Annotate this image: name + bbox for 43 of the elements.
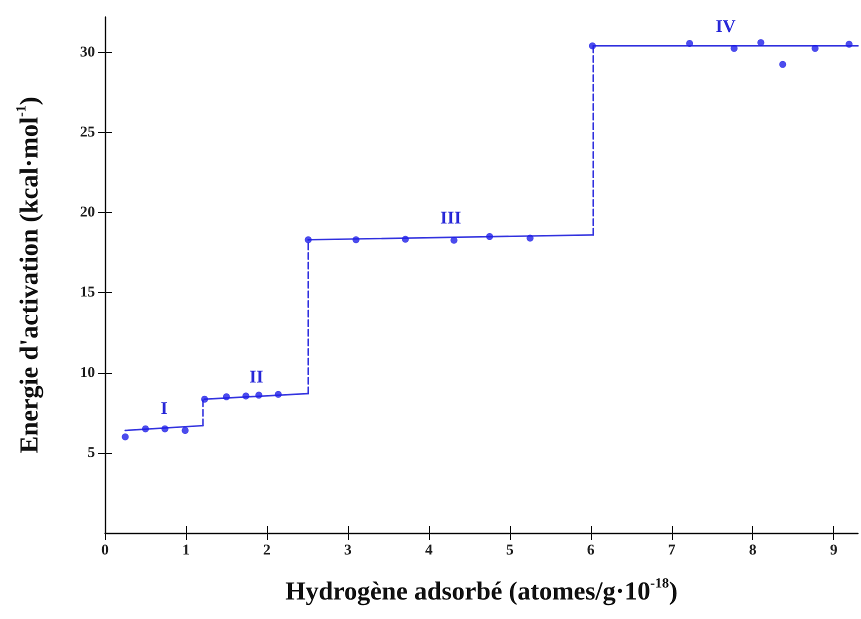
y-axis-title: Energie d'activation (kcal·mol-1) xyxy=(14,96,44,454)
x-tick-label: 2 xyxy=(263,542,271,558)
x-tick-label: 1 xyxy=(182,542,190,558)
point xyxy=(222,393,230,400)
x-tick-label: 9 xyxy=(830,542,838,558)
point xyxy=(304,236,312,244)
point xyxy=(588,42,596,50)
x-tick-label: 3 xyxy=(344,542,352,558)
y-tick-label: 25 xyxy=(80,124,95,140)
point xyxy=(812,44,819,52)
point xyxy=(161,425,168,432)
x-tick-label: 5 xyxy=(506,542,514,558)
x-tick-label: 0 xyxy=(101,542,109,558)
y-tick-label: 20 xyxy=(80,204,95,221)
point xyxy=(846,40,853,48)
point xyxy=(142,425,149,432)
point xyxy=(352,236,360,244)
point xyxy=(255,392,262,399)
x-tick-label: 8 xyxy=(748,542,756,558)
point xyxy=(779,60,786,68)
point xyxy=(274,390,282,398)
point xyxy=(122,433,129,440)
point xyxy=(757,39,764,46)
x-tick-label: 6 xyxy=(587,542,596,558)
point xyxy=(686,40,694,47)
point xyxy=(182,426,189,434)
point xyxy=(402,236,409,243)
y-tick-label: 5 xyxy=(88,444,95,461)
x-tick-label: 4 xyxy=(425,542,434,558)
annotation: II xyxy=(249,366,264,386)
annotation: I xyxy=(160,398,168,418)
annotation: III xyxy=(440,207,462,228)
x-tick-label: 7 xyxy=(668,542,676,558)
point xyxy=(730,44,738,52)
y-tick-label: 30 xyxy=(80,44,95,60)
point xyxy=(486,233,494,240)
point xyxy=(526,234,534,242)
point xyxy=(242,392,250,400)
point xyxy=(450,236,458,244)
y-tick-label: 10 xyxy=(80,364,95,381)
point xyxy=(201,396,208,403)
annotation: IV xyxy=(716,16,736,36)
y-tick-label: 15 xyxy=(80,284,95,301)
